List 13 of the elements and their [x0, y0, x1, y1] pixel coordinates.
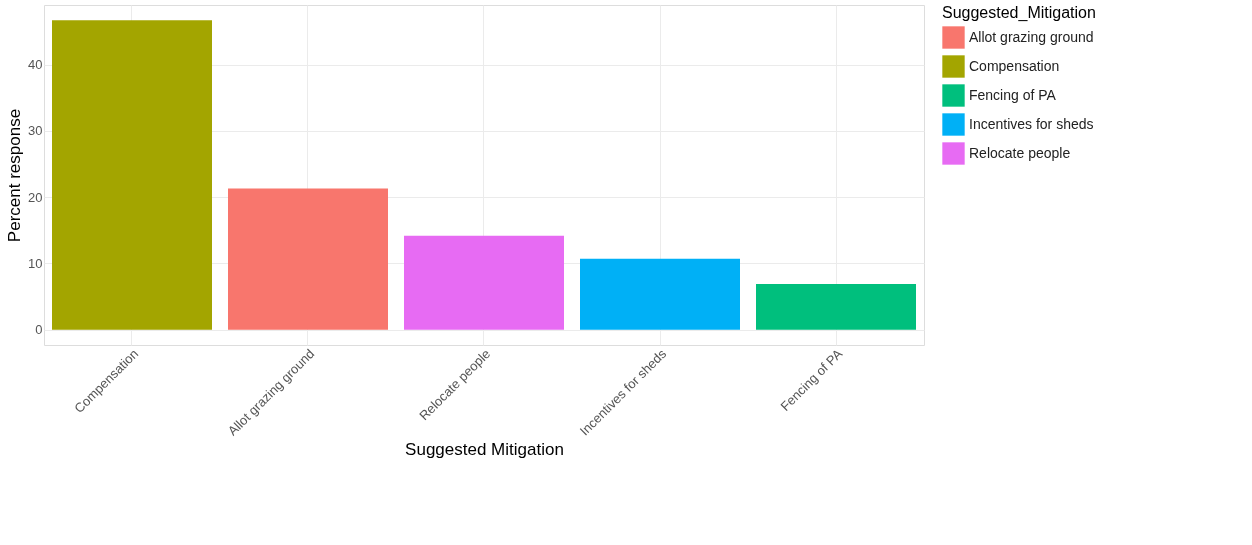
y-tick-label: 20	[28, 189, 43, 205]
y-tick-label: 10	[28, 255, 43, 271]
y-tick-label: 30	[28, 123, 43, 139]
y-tick-label: 40	[28, 57, 43, 73]
legend-label: Compensation	[969, 57, 1060, 74]
legend-title: Suggested_Mitigation	[942, 4, 1096, 22]
x-axis-title: Suggested Mitigation	[405, 440, 564, 460]
legend-label: Fencing of PA	[969, 86, 1057, 103]
legend-label: Incentives for sheds	[969, 115, 1094, 132]
y-tick-label: 0	[35, 322, 43, 338]
y-axis-title: Percent response	[5, 108, 25, 243]
legend-label: Relocate people	[969, 144, 1071, 161]
legend-label: Allot grazing ground	[969, 28, 1094, 45]
